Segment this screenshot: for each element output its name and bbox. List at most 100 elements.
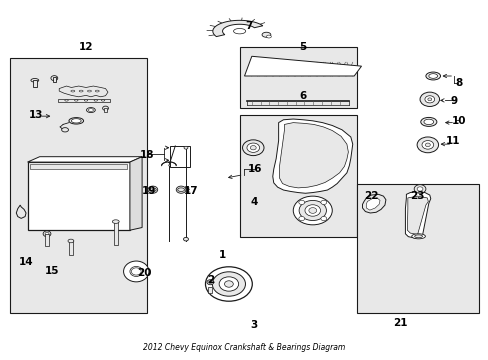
Ellipse shape — [88, 109, 93, 112]
Ellipse shape — [425, 72, 440, 80]
Text: 2012 Chevy Equinox Crankshaft & Bearings Diagram: 2012 Chevy Equinox Crankshaft & Bearings… — [143, 343, 345, 352]
Ellipse shape — [94, 100, 97, 101]
Bar — [30, 163, 127, 168]
Ellipse shape — [45, 232, 49, 235]
Ellipse shape — [206, 280, 213, 285]
Text: 12: 12 — [79, 42, 93, 52]
Circle shape — [293, 196, 331, 225]
Text: 6: 6 — [299, 91, 306, 101]
Ellipse shape — [262, 32, 270, 37]
Bar — [69, 240, 73, 255]
Bar — [208, 287, 212, 293]
Circle shape — [299, 201, 326, 221]
Circle shape — [425, 143, 429, 147]
Polygon shape — [16, 205, 26, 219]
Polygon shape — [58, 99, 110, 102]
Ellipse shape — [69, 118, 83, 124]
Text: 23: 23 — [409, 191, 424, 201]
Text: 17: 17 — [183, 186, 198, 196]
Text: 10: 10 — [451, 116, 466, 126]
Circle shape — [212, 272, 245, 296]
Polygon shape — [407, 196, 427, 234]
Ellipse shape — [233, 28, 245, 34]
Text: 14: 14 — [19, 257, 33, 267]
Circle shape — [413, 185, 425, 193]
Ellipse shape — [183, 146, 187, 149]
Circle shape — [427, 98, 431, 101]
Ellipse shape — [87, 90, 91, 92]
Ellipse shape — [61, 128, 68, 132]
Ellipse shape — [71, 119, 81, 123]
Ellipse shape — [43, 231, 51, 237]
Circle shape — [224, 281, 233, 287]
Text: 4: 4 — [250, 197, 257, 207]
Ellipse shape — [79, 90, 83, 92]
Bar — [53, 77, 56, 82]
Ellipse shape — [95, 90, 99, 92]
Ellipse shape — [423, 119, 433, 125]
Bar — [10, 58, 147, 313]
Ellipse shape — [123, 261, 149, 282]
Circle shape — [308, 208, 316, 213]
Ellipse shape — [65, 100, 68, 101]
Polygon shape — [405, 192, 430, 238]
Text: 13: 13 — [28, 111, 43, 121]
Circle shape — [205, 267, 252, 301]
Bar — [239, 47, 356, 108]
Ellipse shape — [71, 90, 75, 92]
Bar — [356, 184, 478, 313]
Text: 22: 22 — [363, 191, 378, 201]
Bar — [33, 80, 37, 87]
Polygon shape — [366, 198, 379, 210]
Ellipse shape — [414, 235, 422, 238]
Circle shape — [424, 96, 434, 103]
Polygon shape — [244, 56, 361, 76]
Circle shape — [298, 200, 304, 204]
Text: 8: 8 — [454, 78, 462, 88]
Circle shape — [421, 140, 433, 149]
Text: 16: 16 — [247, 164, 262, 174]
Text: 21: 21 — [392, 319, 407, 328]
Circle shape — [419, 92, 439, 107]
Ellipse shape — [112, 220, 119, 224]
Text: 7: 7 — [245, 21, 253, 31]
Text: 20: 20 — [137, 268, 151, 278]
Ellipse shape — [102, 106, 108, 111]
Circle shape — [298, 216, 304, 221]
Polygon shape — [59, 86, 108, 97]
Circle shape — [131, 268, 141, 275]
Bar — [103, 108, 107, 112]
Circle shape — [416, 187, 422, 191]
Circle shape — [219, 277, 238, 291]
Ellipse shape — [130, 266, 142, 276]
Circle shape — [320, 200, 326, 204]
Polygon shape — [279, 123, 347, 188]
Ellipse shape — [101, 100, 104, 101]
Ellipse shape — [74, 100, 78, 101]
Ellipse shape — [68, 239, 74, 243]
Circle shape — [250, 145, 256, 150]
Text: 3: 3 — [250, 320, 257, 330]
Circle shape — [176, 186, 185, 193]
Circle shape — [320, 216, 326, 221]
Circle shape — [305, 205, 320, 216]
Ellipse shape — [420, 117, 436, 126]
Circle shape — [242, 140, 264, 156]
Circle shape — [416, 137, 438, 153]
Polygon shape — [212, 20, 263, 37]
Circle shape — [246, 143, 259, 152]
Bar — [45, 234, 49, 246]
Ellipse shape — [428, 74, 437, 78]
Ellipse shape — [31, 78, 39, 82]
Polygon shape — [27, 157, 142, 162]
Text: 11: 11 — [445, 136, 460, 145]
Polygon shape — [272, 119, 352, 193]
Text: 15: 15 — [44, 266, 59, 276]
Text: 9: 9 — [449, 96, 457, 106]
Polygon shape — [362, 194, 385, 213]
Ellipse shape — [266, 35, 271, 38]
Circle shape — [148, 186, 158, 193]
Ellipse shape — [183, 237, 188, 241]
Text: 19: 19 — [142, 186, 156, 196]
Bar — [239, 116, 356, 237]
